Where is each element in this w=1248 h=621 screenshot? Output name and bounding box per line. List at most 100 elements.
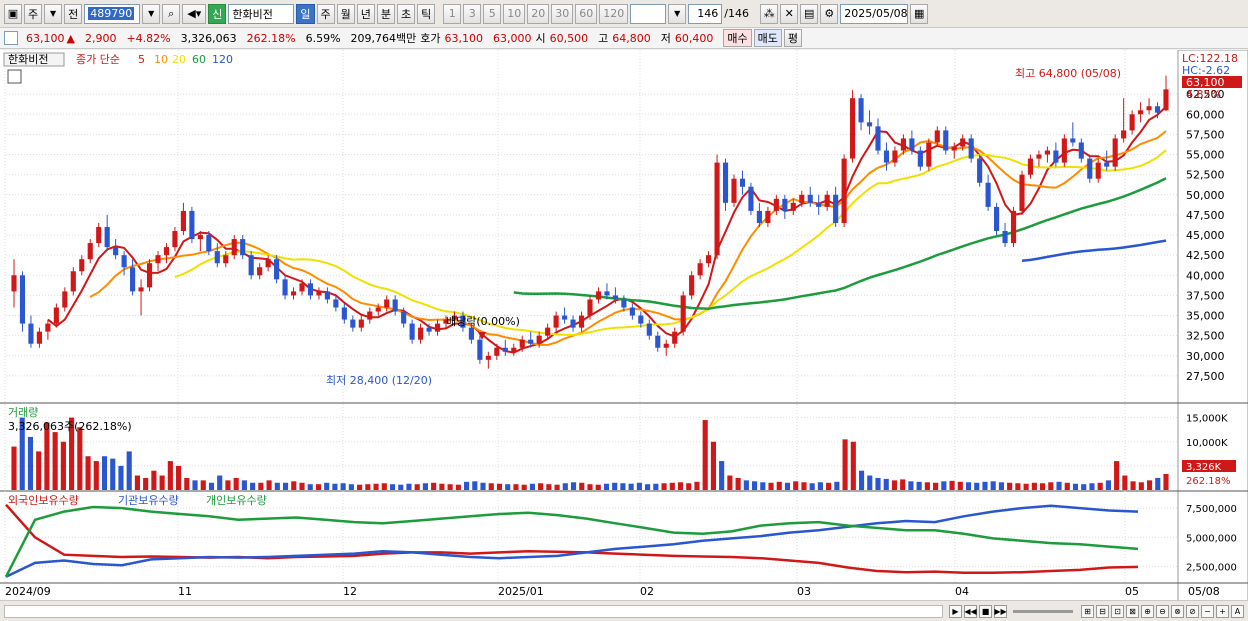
volume-bar — [990, 481, 996, 490]
count-60[interactable]: 60 — [575, 3, 598, 24]
period-minute[interactable]: 분 — [376, 3, 395, 24]
zoom-fit-icon[interactable]: ⊞ — [1081, 604, 1094, 618]
volume-bar — [488, 483, 494, 490]
rewind-icon[interactable]: ◀◀ — [964, 604, 977, 618]
count-5[interactable]: 5 — [483, 3, 502, 24]
volume-bar — [365, 484, 371, 490]
count-dropdown-icon[interactable]: ▼ — [668, 3, 687, 24]
eval-button[interactable]: 평 — [783, 29, 803, 47]
zoom-slider[interactable] — [1013, 609, 1073, 613]
candle-body — [748, 186, 754, 211]
price-chart-svg[interactable]: 27,500 30,000 32,500 35,000 37,500 40,000 42,5… — [0, 49, 1248, 603]
date-field[interactable]: 2025/05/08 — [840, 3, 909, 24]
period-type-select[interactable]: 주 — [24, 3, 43, 24]
volume-bar — [389, 484, 396, 490]
dividend-marker — [478, 332, 486, 340]
period-second[interactable]: 초 — [397, 3, 416, 24]
page-count-field[interactable]: 146 — [688, 3, 723, 24]
tool6-icon[interactable]: ⊘ — [1186, 604, 1199, 618]
volume-bar — [225, 480, 231, 490]
buy-button[interactable]: 매수 — [723, 29, 752, 47]
calendar-icon[interactable]: ▦ — [910, 3, 929, 24]
candle-body — [968, 138, 974, 159]
current-price: 63,100 — [26, 31, 65, 45]
candle-body — [1053, 150, 1059, 163]
window-icon[interactable]: ▣ — [4, 3, 22, 24]
period-month[interactable]: 월 — [336, 3, 355, 24]
period-day[interactable]: 일 — [296, 3, 315, 24]
tool2-icon[interactable]: ⊠ — [1126, 604, 1139, 618]
period-year[interactable]: 년 — [356, 3, 375, 24]
volume-bar — [653, 483, 659, 490]
volume-bar — [44, 422, 50, 490]
count-1[interactable]: 1 — [443, 3, 462, 24]
candle-body — [638, 315, 644, 324]
speaker-icon[interactable]: ◀▾ — [182, 3, 207, 24]
candle-body — [1138, 110, 1144, 115]
scroll-bar[interactable]: ▶ ◀◀ ■ ▶▶ ⊞ ⊟ ⊡ ⊠ ⊕ ⊖ ⊗ ⊘ − + A — [0, 600, 1248, 621]
search-icon[interactable]: ⌕ — [162, 3, 181, 24]
save-icon[interactable]: ▤ — [800, 3, 819, 24]
volume-bar — [801, 482, 807, 490]
tool5-icon[interactable]: ⊗ — [1171, 604, 1184, 618]
chart-area[interactable]: 27,500 30,000 32,500 35,000 37,500 40,000 42,5… — [0, 49, 1248, 603]
count-30[interactable]: 30 — [551, 3, 574, 24]
crosshair-icon[interactable]: ✕ — [780, 3, 799, 24]
period-tick[interactable]: 틱 — [417, 3, 436, 24]
volume-bar — [192, 480, 198, 490]
candle-body — [934, 130, 940, 143]
volume-bar — [1163, 473, 1169, 490]
candle-body — [655, 335, 661, 348]
volume-bar — [1040, 483, 1046, 490]
tool3-icon[interactable]: ⊕ — [1141, 604, 1154, 618]
volume-bar — [472, 481, 478, 490]
candle-body — [1087, 158, 1093, 179]
tool4-icon[interactable]: ⊖ — [1156, 604, 1169, 618]
prev-button[interactable]: 전 — [64, 3, 83, 24]
legend-ma-120: 120 — [212, 53, 233, 66]
info-icon[interactable] — [4, 31, 18, 45]
count-120[interactable]: 120 — [599, 3, 629, 24]
open-label: 시 — [535, 32, 546, 45]
stop-icon[interactable]: ■ — [979, 604, 992, 618]
sell-button[interactable]: 매도 — [753, 29, 782, 47]
volume-bar — [669, 482, 675, 490]
fast-forward-icon[interactable]: ▶▶ — [994, 604, 1007, 618]
stock-code-input[interactable]: 489790 — [84, 3, 141, 24]
scroll-right-icon[interactable]: ▶ — [949, 604, 962, 618]
candle-body — [163, 247, 170, 256]
count-3[interactable]: 3 — [463, 3, 482, 24]
volume-bar — [974, 482, 980, 490]
stock-name-field[interactable]: 한화비전 — [228, 3, 295, 24]
dropdown-arrow-icon[interactable]: ▼ — [44, 3, 63, 24]
tool1-icon[interactable]: ⊡ — [1111, 604, 1124, 618]
legend-ma-20: 20 — [172, 53, 186, 66]
count-10[interactable]: 10 — [503, 3, 526, 24]
candle-body — [223, 255, 229, 264]
candle-body — [62, 291, 68, 308]
candle-body — [324, 291, 330, 300]
scroll-track[interactable] — [4, 604, 943, 618]
volume-bar — [27, 436, 34, 490]
grid-icon[interactable]: ⁂ — [760, 3, 779, 24]
code-dropdown-icon[interactable]: ▼ — [142, 3, 161, 24]
custom-count-input[interactable] — [630, 3, 667, 24]
candle-body — [765, 210, 771, 223]
volume-bar — [101, 456, 108, 490]
price-tick-label: 40,000 — [1186, 269, 1225, 282]
zoom-out-icon[interactable]: − — [1201, 604, 1214, 618]
volume-bar — [1138, 482, 1144, 490]
font-size-icon[interactable]: A — [1231, 604, 1244, 618]
legend-stock-name: 한화비전 — [8, 53, 48, 66]
period-week[interactable]: 주 — [316, 3, 335, 24]
price-tick-label: 45,000 — [1186, 229, 1225, 242]
zoom-in-icon[interactable]: + — [1216, 604, 1229, 618]
volume-bar — [587, 484, 593, 490]
volume-bar — [941, 481, 947, 490]
bid-price: 63,000 — [493, 31, 532, 45]
zoom-compare-icon[interactable]: ⊟ — [1096, 604, 1109, 618]
settings-icon[interactable]: ⚙ — [820, 3, 839, 24]
dividend-note: 배당락(0.00%) — [446, 315, 520, 328]
ma-line-20 — [174, 149, 1167, 336]
count-20[interactable]: 20 — [527, 3, 550, 24]
